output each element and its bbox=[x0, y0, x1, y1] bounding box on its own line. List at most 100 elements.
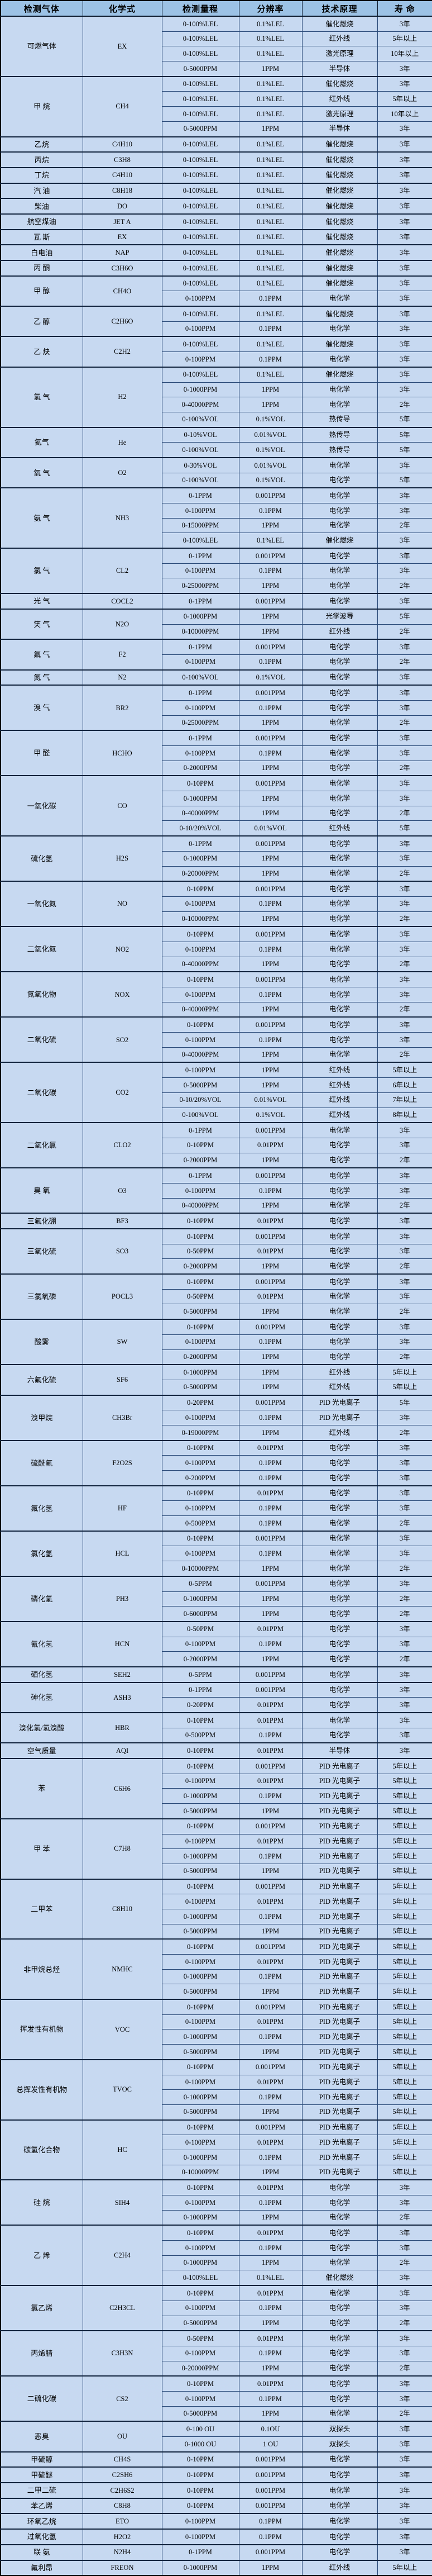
table-row: 二甲苯 C8H10 0-10PPM 0.001PPM PID 光电离子 5年以上 bbox=[0, 1878, 432, 1940]
lifetime-cell: 3年 bbox=[377, 2544, 432, 2560]
formula-cell: H2O2 bbox=[82, 2529, 162, 2545]
lifetime-cell: 2年 bbox=[377, 397, 432, 412]
table-row: 丙烯腈 C3H3N 0-50PPM 0.01PPM 电化学 3年 bbox=[0, 2330, 432, 2377]
principle-cell: PID 光电离子 bbox=[301, 2044, 378, 2060]
principle-cell: 电化学 bbox=[301, 987, 378, 1002]
resolution-cell: 1PPM bbox=[238, 1561, 303, 1577]
gas-name-cell: 非甲烷总烃 bbox=[0, 1938, 83, 2000]
resolution-cell: 0.1%LEL bbox=[238, 2270, 303, 2286]
table-row: 0-6000PPM 1PPM 电化学 2年 bbox=[1, 1606, 432, 1622]
formula-cell: COCL2 bbox=[82, 593, 162, 610]
formula-cell: C3H8 bbox=[82, 151, 162, 168]
resolution-cell: 0.1PPM bbox=[238, 2390, 303, 2407]
table-row: 0-100%LEL 0.1%LEL 红外线 5年以上 bbox=[1, 31, 432, 47]
gas-name-cell: 可燃气体 bbox=[0, 16, 83, 77]
resolution-cell: 0.1PPM bbox=[238, 291, 303, 307]
gas-name-cell: 甲 苯 bbox=[0, 1818, 83, 1880]
table-row: 0-5000PPM 1PPM PID 光电离子 5年以上 bbox=[1, 1984, 432, 2000]
range-cell: 0-100PPM bbox=[161, 2390, 239, 2407]
principle-cell: 电化学 bbox=[301, 1439, 378, 1456]
lifetime-cell: 3年 bbox=[377, 2390, 432, 2407]
range-cell: 0-10PPM bbox=[161, 2179, 239, 2196]
principle-cell: 电化学 bbox=[301, 1273, 378, 1290]
resolution-cell: 0.01PPM bbox=[238, 1712, 303, 1728]
gas-name-cell: 丙 酮 bbox=[0, 260, 83, 277]
range-cell: 0-1000 OU bbox=[161, 2436, 239, 2453]
gas-name-cell: 砷化氢 bbox=[0, 1681, 83, 1713]
table-row: 丁烷 C4H10 0-100%LEL 0.1%LEL 催化燃烧 3年 bbox=[0, 167, 432, 184]
range-cell: 0-10000PPM bbox=[161, 624, 239, 640]
table-row: 0-2000PPM 1PPM 电化学 2年 bbox=[1, 1152, 432, 1168]
resolution-cell: 0.01PPM bbox=[238, 1137, 303, 1153]
principle-cell: 电化学 bbox=[301, 1697, 378, 1713]
range-cell: 0-5000PPM bbox=[161, 1863, 239, 1880]
principle-cell: PID 光电离子 bbox=[301, 1984, 378, 2000]
table-row: 0-100%LEL 0.1%LEL 催化燃烧 3年 bbox=[1, 533, 432, 549]
resolution-cell: 1PPM bbox=[238, 608, 303, 625]
range-cell: 0-10PPM bbox=[161, 2497, 239, 2514]
principle-cell: PID 光电离子 bbox=[301, 1999, 378, 2015]
lifetime-cell: 3年 bbox=[377, 987, 432, 1002]
lifetime-cell: 3年 bbox=[377, 291, 432, 307]
range-cell: 0-40000PPM bbox=[161, 1001, 239, 1018]
table-row: 0-5000PPM 1PPM 电化学 2年 bbox=[1, 2406, 432, 2422]
table-row: 二氧化硫 SO2 0-10PPM 0.001PPM 电化学 3年 bbox=[0, 1016, 432, 1063]
table-row: 0-100PPM 0.1PPM 电化学 3年 bbox=[1, 2240, 432, 2256]
principle-cell: 电化学 bbox=[301, 805, 378, 821]
resolution-cell: 1PPM bbox=[238, 61, 303, 77]
principle-cell: 催化燃烧 bbox=[301, 533, 378, 549]
lifetime-cell: 3年 bbox=[377, 213, 432, 230]
principle-cell: 电化学 bbox=[301, 578, 378, 594]
table-row: 光 气 COCL2 0-1PPM 0.001PPM 电化学 3年 bbox=[0, 593, 432, 610]
lifetime-cell: 2年 bbox=[377, 1561, 432, 1577]
formula-cell: H2 bbox=[82, 366, 162, 428]
resolution-cell: 0.001PPM bbox=[238, 1122, 303, 1138]
table-row: 氰化氢 HCN 0-50PPM 0.01PPM 电化学 3年 bbox=[0, 1620, 432, 1667]
lifetime-cell: 3年 bbox=[377, 136, 432, 153]
table-row: 甲 醛 HCHO 0-1PPM 0.001PPM 电化学 3年 bbox=[0, 730, 432, 776]
range-cell: 0-10/20%VOL bbox=[161, 1092, 239, 1108]
lifetime-cell: 3年 bbox=[377, 2451, 432, 2468]
gas-name-cell: 一氧化氮 bbox=[0, 881, 83, 927]
gas-name-cell: 丙烯腈 bbox=[0, 2330, 83, 2377]
lifetime-cell: 3年 bbox=[377, 971, 432, 988]
lifetime-cell: 5年以上 bbox=[377, 1878, 432, 1895]
formula-cell: HCN bbox=[82, 1620, 162, 1667]
gas-name-cell: 空气质量 bbox=[0, 1742, 83, 1759]
principle-cell: 催化燃烧 bbox=[301, 213, 378, 230]
resolution-cell: 0.001PPM bbox=[238, 1530, 303, 1547]
resolution-cell: 0.1%LEL bbox=[238, 213, 303, 230]
gas-name-cell: 磷化氢 bbox=[0, 1575, 83, 1622]
principle-cell: 催化燃烧 bbox=[301, 275, 378, 292]
gas-name-cell: 硫酰氟 bbox=[0, 1439, 83, 1486]
principle-cell: 电化学 bbox=[301, 2225, 378, 2241]
formula-cell: FREON bbox=[82, 2559, 162, 2576]
table-row: 0-40000PPM 1PPM 电化学 2年 bbox=[1, 397, 432, 412]
table-row: 0-1000PPM 1PPM 电化学 3年 bbox=[1, 382, 432, 398]
resolution-cell: 0.1PPM bbox=[238, 503, 303, 519]
principle-cell: 电化学 bbox=[301, 1032, 378, 1048]
principle-cell: 电化学 bbox=[301, 2330, 378, 2346]
resolution-cell: 0.01PPM bbox=[238, 2330, 303, 2346]
resolution-cell: 0.01PPM bbox=[238, 2285, 303, 2301]
table-row: 二氧化碳 CO2 0-100PPM 1PPM 红外线 5年以上 bbox=[0, 1062, 432, 1123]
lifetime-cell: 5年以上 bbox=[377, 2104, 432, 2121]
range-cell: 0-40000PPM bbox=[161, 1047, 239, 1063]
principle-cell: 电化学 bbox=[301, 2179, 378, 2196]
lifetime-cell: 3年 bbox=[377, 1273, 432, 1290]
principle-cell: 电化学 bbox=[301, 291, 378, 307]
formula-cell: POCL3 bbox=[82, 1273, 162, 1320]
resolution-cell: 0.1%LEL bbox=[238, 15, 303, 32]
table-row: 0-100PPM 0.1PPM 电化学 3年 bbox=[1, 745, 432, 761]
formula-cell: NH3 bbox=[82, 487, 162, 549]
resolution-cell: 0.1PPM bbox=[238, 2240, 303, 2256]
range-cell: 0-10PPM bbox=[161, 1439, 239, 1456]
range-cell: 0-5000PPM bbox=[161, 1379, 239, 1396]
gas-name-cell: 二甲二硫 bbox=[0, 2482, 83, 2499]
range-cell: 0-1PPM bbox=[161, 2544, 239, 2560]
resolution-cell: 0.001PPM bbox=[238, 1394, 303, 1411]
formula-cell: BF3 bbox=[82, 1213, 162, 1229]
lifetime-cell: 3年 bbox=[377, 15, 432, 32]
lifetime-cell: 2年 bbox=[377, 2255, 432, 2271]
range-cell: 0-100PPM bbox=[161, 351, 239, 368]
